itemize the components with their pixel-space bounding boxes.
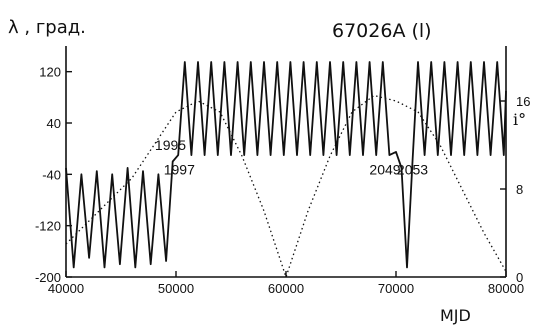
- x-tick-label: 80000: [488, 281, 524, 296]
- x-tick-label: 50000: [158, 281, 194, 296]
- y2-tick-label: 0: [516, 270, 523, 285]
- y-tick-label: 40: [47, 116, 61, 131]
- y2-tick-label: 8: [516, 182, 523, 197]
- annotation-label: 1997: [164, 161, 195, 177]
- y-tick-label: -200: [35, 270, 61, 285]
- y2-axis-title: i°: [513, 110, 527, 129]
- y-tick-label: 120: [39, 65, 61, 80]
- y-tick-label: -120: [35, 219, 61, 234]
- plot-frame-group: [65, 46, 507, 278]
- annotation-label: 2049: [369, 161, 400, 177]
- chart-title: 67026A (l): [332, 20, 432, 42]
- x-tick-label: 40000: [48, 281, 84, 296]
- x-tick-label: 60000: [268, 281, 304, 296]
- x-tick-label: 70000: [378, 281, 414, 296]
- y2-tick-label: 16: [516, 94, 530, 109]
- annotation-label: 2053: [397, 161, 428, 177]
- x-axis-title: MJD: [440, 306, 471, 325]
- y-axis-title: λ , град.: [8, 17, 86, 38]
- annotation-label: 1995: [155, 137, 186, 153]
- series-longitude-line: [65, 61, 507, 269]
- y-tick-label: -40: [42, 167, 61, 182]
